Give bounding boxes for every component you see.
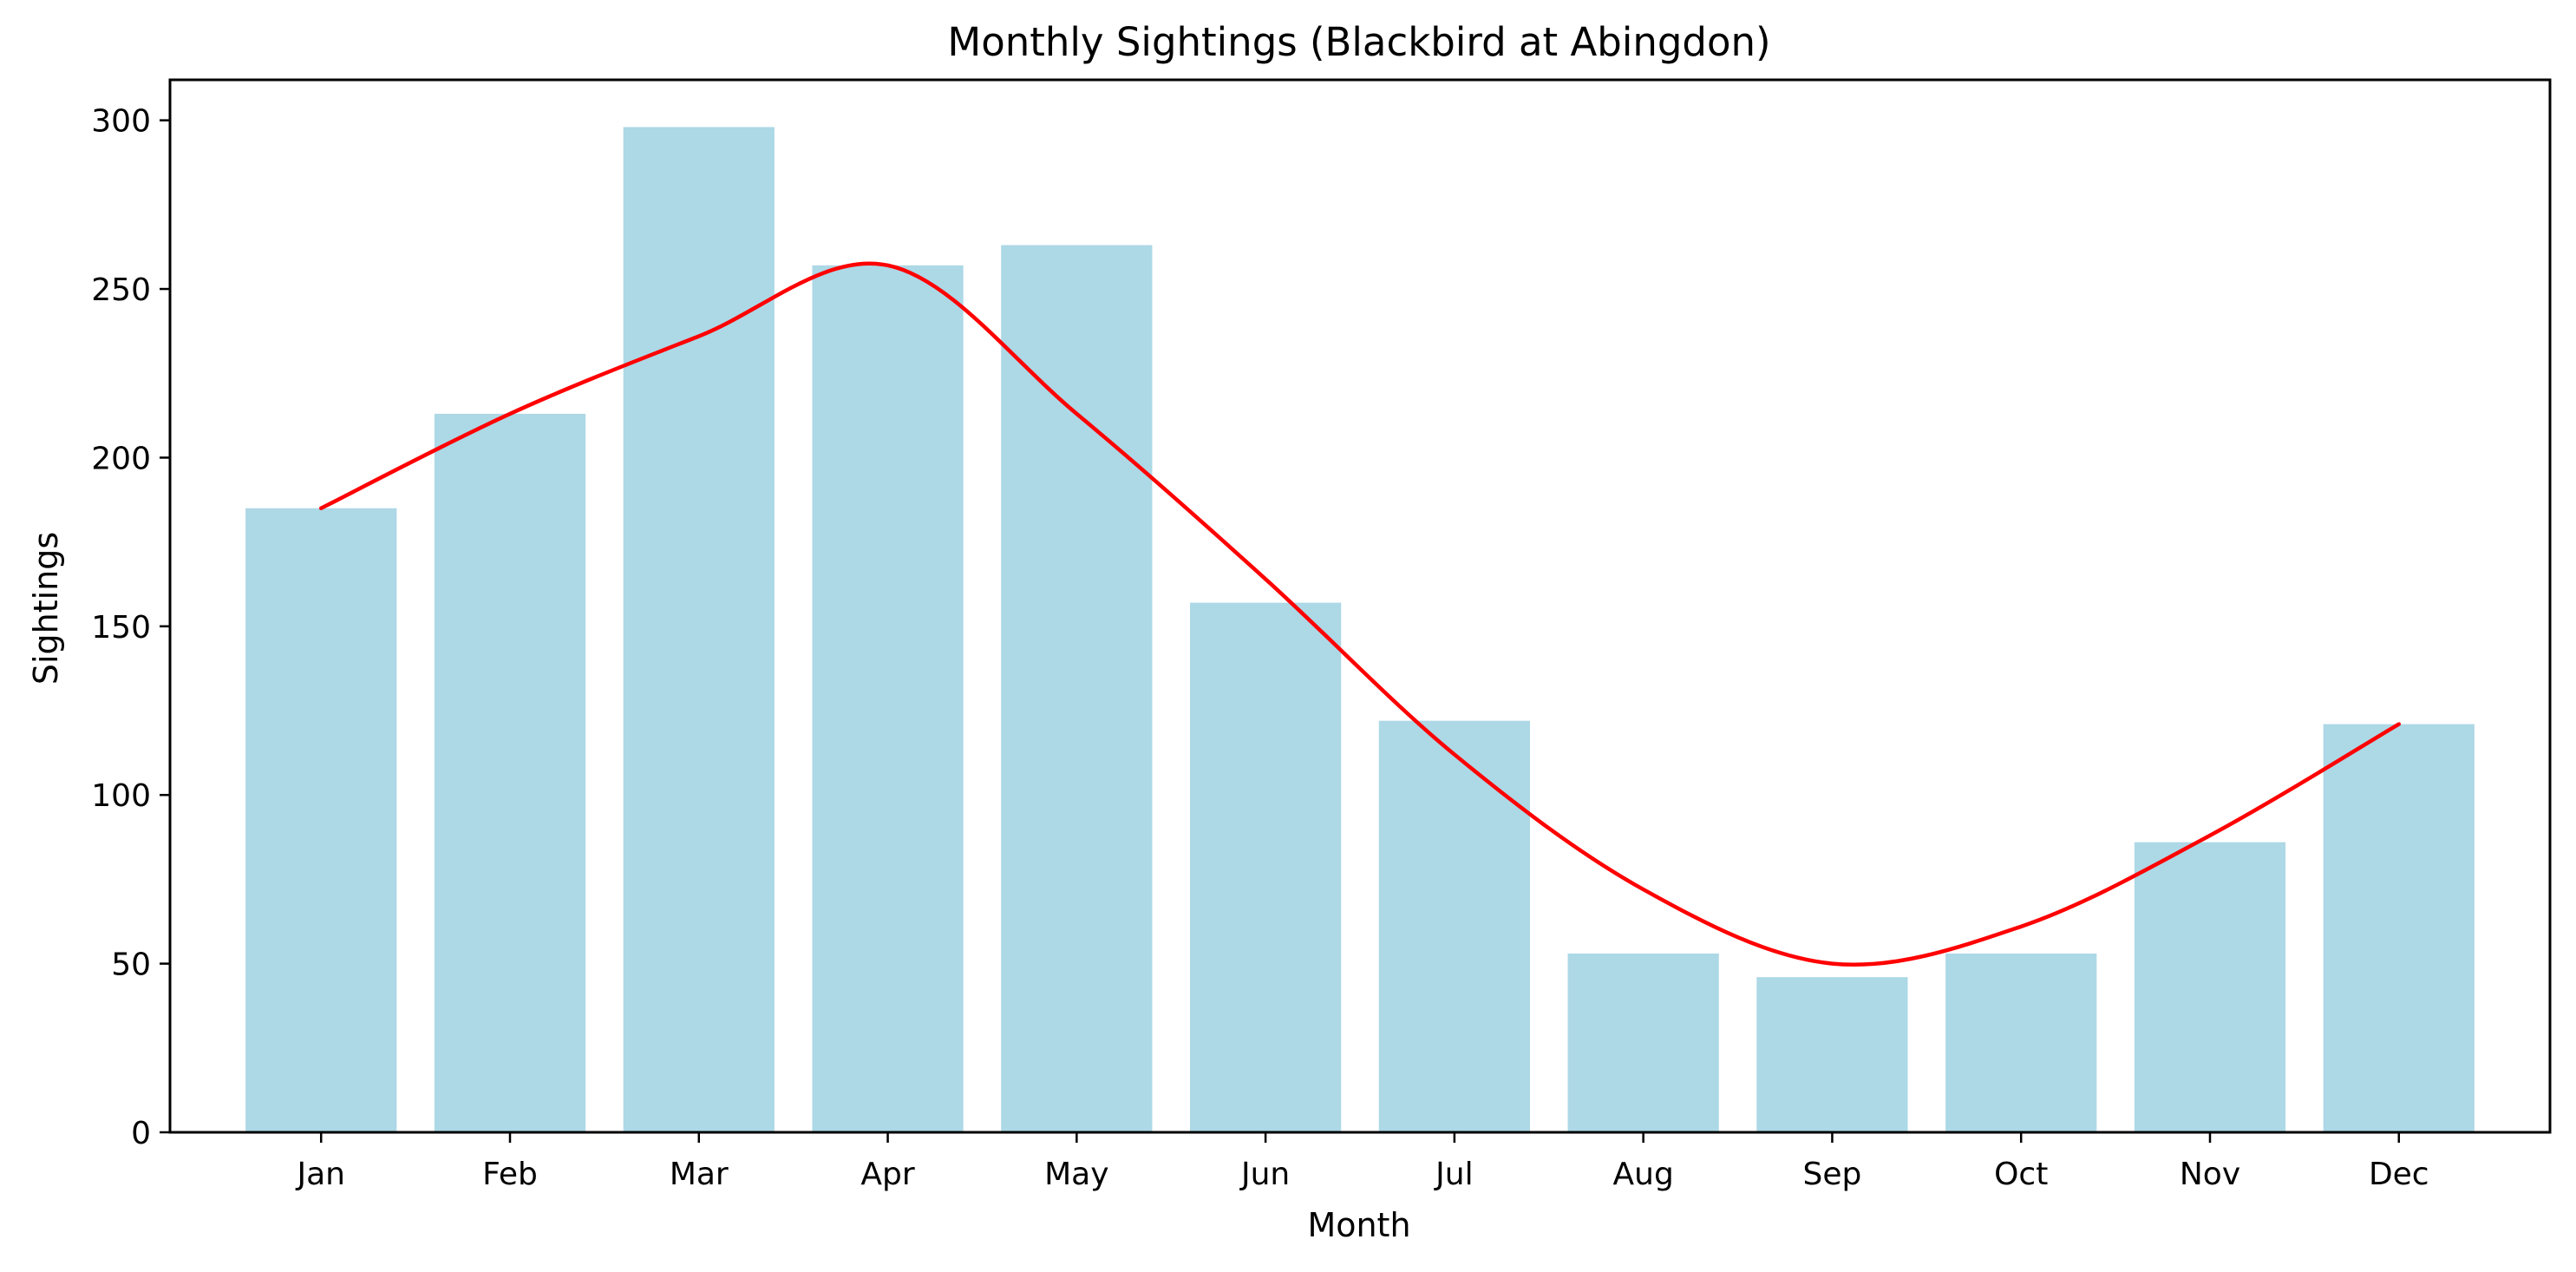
bar-may <box>1001 245 1153 1133</box>
x-tick-label: Mar <box>670 1157 729 1192</box>
bar-aug <box>1567 953 1719 1132</box>
y-tick-label: 250 <box>91 272 151 308</box>
x-axis: Jan Feb Mar Apr May Jun Jul Aug Sep Oct Nov Dec <box>295 1132 2429 1192</box>
bar-jul <box>1378 720 1530 1132</box>
bar-sep <box>1756 977 1908 1132</box>
bar-dec <box>2323 724 2475 1132</box>
bar-mar <box>623 127 775 1133</box>
bar-nov <box>2134 842 2286 1132</box>
y-tick-label: 200 <box>91 441 151 476</box>
x-tick-label: Aug <box>1613 1157 1674 1192</box>
bar-apr <box>812 265 964 1132</box>
x-tick-label: Jun <box>1239 1157 1290 1192</box>
x-tick-label: Jul <box>1434 1157 1473 1192</box>
bar-jun <box>1190 602 1342 1132</box>
chart-title: Monthly Sightings (Blackbird at Abingdon… <box>947 19 1770 65</box>
bar-jan <box>245 508 397 1132</box>
x-tick-label: Dec <box>2369 1157 2429 1192</box>
bar-feb <box>434 413 586 1132</box>
x-tick-label: Jan <box>295 1157 345 1192</box>
y-axis: 0 50 100 150 200 250 300 <box>91 104 170 1151</box>
x-tick-label: Oct <box>1994 1157 2048 1192</box>
x-tick-label: Feb <box>482 1157 538 1192</box>
x-axis-title: Month <box>1307 1206 1410 1244</box>
y-tick-label: 150 <box>91 610 151 646</box>
x-tick-label: Nov <box>2180 1157 2240 1192</box>
y-tick-label: 300 <box>91 104 151 140</box>
bars <box>245 127 2475 1133</box>
y-tick-label: 100 <box>91 778 151 814</box>
x-tick-label: Apr <box>860 1157 914 1192</box>
x-tick-label: Sep <box>1803 1157 1862 1192</box>
plot-frame <box>168 78 2552 1134</box>
y-tick-label: 50 <box>111 947 151 983</box>
y-axis-title: Sightings <box>27 532 65 685</box>
x-tick-label: May <box>1044 1157 1108 1192</box>
bar-oct <box>1945 953 2097 1132</box>
y-tick-label: 0 <box>131 1116 151 1151</box>
trend-line <box>318 261 2402 967</box>
